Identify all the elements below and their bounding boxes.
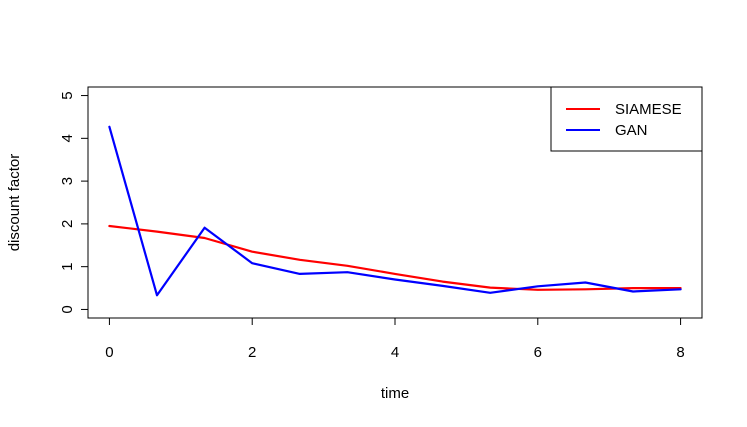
- x-tick-label: 2: [248, 344, 256, 361]
- x-axis: 0 2 4 6 8: [105, 317, 685, 361]
- y-tick-label: 3: [59, 177, 76, 185]
- series-layer: [108, 125, 682, 297]
- x-tick-label: 8: [676, 344, 684, 361]
- legend: SIAMESE GAN: [550, 86, 703, 152]
- y-tick-label: 4: [59, 134, 76, 142]
- legend-box: [550, 86, 703, 152]
- x-axis-label: time: [381, 385, 409, 402]
- series-line-gan: [108, 125, 682, 297]
- legend-label-siamese: SIAMESE: [615, 101, 682, 118]
- x-tick-label: 4: [391, 344, 399, 361]
- series-line-siamese: [108, 224, 682, 291]
- y-tick-label: 0: [59, 305, 76, 313]
- y-axis-label: discount factor: [6, 154, 23, 252]
- x-tick-label: 6: [534, 344, 542, 361]
- legend-label-gan: GAN: [615, 122, 648, 139]
- y-tick-label: 2: [59, 220, 76, 228]
- y-axis: 0 1 2 3 4 5: [59, 91, 89, 314]
- y-tick-label: 1: [59, 262, 76, 270]
- y-tick-label: 5: [59, 91, 76, 99]
- x-tick-label: 0: [105, 344, 113, 361]
